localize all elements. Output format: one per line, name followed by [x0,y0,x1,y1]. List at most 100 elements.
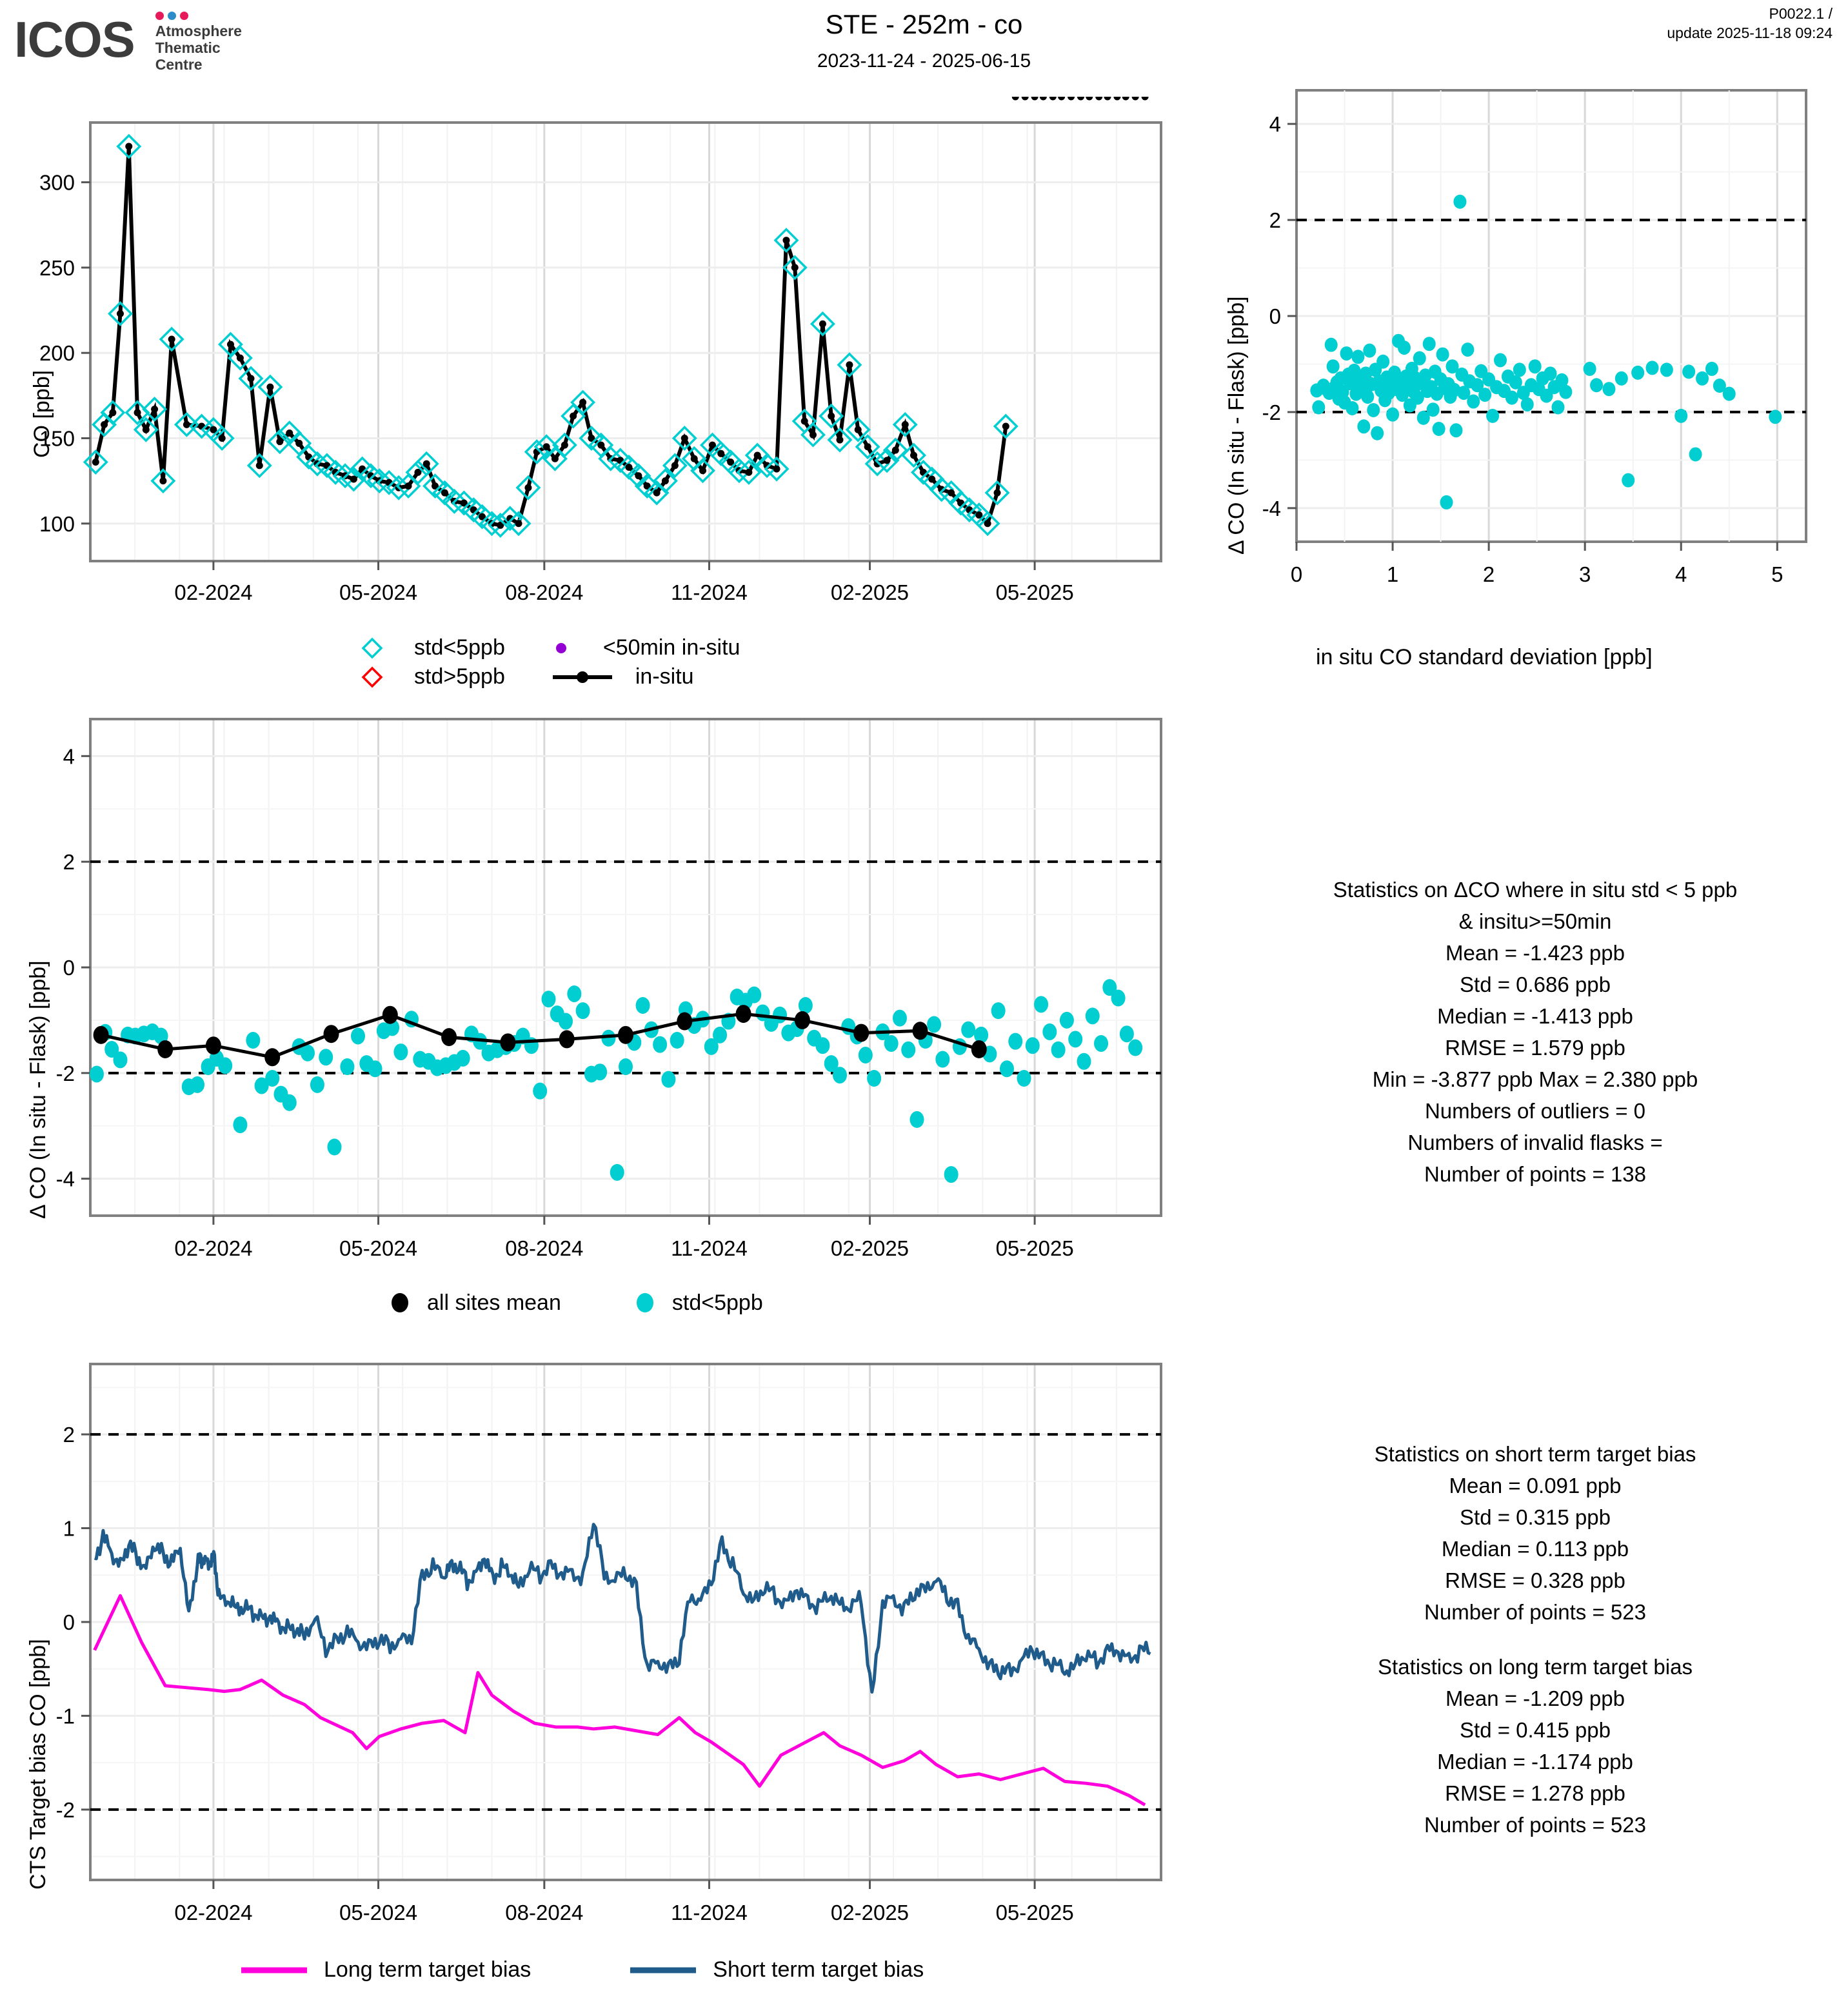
document-metadata: P0022.1 / update 2025-11-18 09:24 [1667,4,1833,43]
panel1-xtick: 05-2024 [339,580,417,604]
panel2-xtick: 0 [1291,562,1302,586]
line-dot-icon [550,666,621,688]
panel1-ytick: 150 [39,426,75,450]
panel4-ytick: 2 [63,1423,75,1447]
logo-wordmark: ICOS [14,11,135,68]
panel1-legend: std<5ppb <50min in-situ std>5ppb in-situ [361,635,740,689]
dot-icon [387,1290,413,1316]
panel3-ytick: 0 [63,956,75,980]
panel1-ytick: 250 [39,256,75,280]
panel2-frame [1295,89,1807,543]
panel3-xtick: 05-2024 [339,1236,417,1260]
stat-line: RMSE = 1.278 ppb [1445,1781,1625,1805]
panel2-points [1310,194,1782,509]
panel3-xtick: 02-2025 [831,1236,909,1260]
stat-line: Statistics on long term target bias [1378,1655,1693,1679]
panel4-legend: Long term target bias Short term target b… [239,1957,924,1982]
panel4-xtick: 02-2025 [831,1901,909,1924]
legend-label: Long term target bias [324,1957,532,1982]
legend-item: Long term target bias [239,1957,531,1982]
stat-line: Statistics on ΔCO where in situ std < 5 … [1333,878,1738,902]
stat-line: Numbers of invalid flasks = [1407,1131,1663,1154]
logo-dots [155,12,242,20]
panel2-y-axis-label: Δ CO (In situ - Flask) [ppb] [1224,296,1249,555]
icos-logo: ICOS Atmosphere Thematic Centre [14,9,242,77]
stat-line: Numbers of outliers = 0 [1424,1099,1646,1123]
panel1-xtick: 11-2024 [671,580,748,604]
legend-item: all sites mean [387,1290,561,1316]
panel-co-timeseries: CO [ppb] 100 150 200 250 300 02-2024 05-2024 08… [0,97,1200,632]
legend-label: std<5ppb [414,635,505,660]
stat-line: Std = 0.415 ppb [1460,1718,1611,1742]
legend-item: <50min in-situ [550,635,740,660]
page-subtitle-daterange: 2023-11-24 - 2025-06-15 [817,50,1031,72]
panel1-frame [89,121,1162,562]
panel2-xtick: 5 [1771,562,1783,586]
panel3-mean-markers [93,1005,987,1067]
panel1-y-axis-label: CO [ppb] [30,370,54,458]
page-title: STE - 252m - co [825,9,1023,39]
panel4-y-axis-label: CTS Target bias CO [ppb] [26,1639,50,1890]
legend-item: std<5ppb [361,635,505,660]
stats-delta-co: Statistics on ΔCO where in situ std < 5 … [1264,874,1806,1190]
panel3-legend: all sites mean std<5ppb [387,1290,763,1316]
panel2-xtick: 3 [1579,562,1591,586]
legend-item: std>5ppb [361,664,505,689]
panel1-xtick: 08-2024 [505,580,583,604]
panel-cts-target-bias: CTS Target bias CO [ppb] -2 -1 0 1 2 02-2024 0… [0,1348,1200,1948]
panel4-ytick: -1 [56,1704,75,1728]
stats-long-term-bias: Statistics on long term target bias Mean … [1264,1651,1806,1841]
stat-line: & insitu>=50min [1458,909,1612,933]
dot-icon [632,1290,658,1316]
panel1-ytick: 100 [39,512,75,536]
line-icon [239,1964,310,1977]
panel3-xtick: 05-2025 [996,1236,1074,1260]
dot-icon [550,637,589,659]
panel4-xtick: 11-2024 [671,1901,748,1924]
panel1-xtick: 05-2025 [996,580,1074,604]
legend-label: std>5ppb [414,664,505,689]
panel4-series-1 [94,1523,1151,1694]
stat-line: Median = 0.113 ppb [1441,1537,1629,1561]
panel-delta-timeseries: Δ CO (In situ - Flask) [ppb] -4 -2 0 2 4 02-2… [0,703,1200,1283]
legend-label: in-situ [635,664,694,689]
legend-item: Short term target bias [628,1957,924,1982]
legend-item: in-situ [550,664,740,689]
legend-label: std<5ppb [671,1290,763,1315]
stat-line: Mean = -1.423 ppb [1446,941,1625,965]
panel4-xtick: 08-2024 [505,1901,583,1924]
diamond-icon [361,637,400,659]
legend-label: <50min in-situ [602,635,740,660]
panel1-plot-area: 100 150 200 250 300 02-2024 05-2024 08-2024 11-2… [39,97,1162,604]
panel3-plot-area: -4 -2 0 2 4 02-2024 05-2024 08-2024 11-2024 02-20… [56,718,1162,1260]
panel2-plot-area: -4 -2 0 2 4 0 1 2 3 4 5 [1262,89,1807,586]
panel3-xtick: 11-2024 [671,1236,748,1260]
panel1-markers [83,97,1149,538]
update-timestamp: update 2025-11-18 09:24 [1667,25,1833,41]
stats-short-term-bias: Statistics on short term target bias Mean… [1264,1438,1806,1628]
panel3-points [89,979,1143,1183]
panel2-xtick: 4 [1675,562,1687,586]
logo-subtitle-line-3: Centre [155,56,203,73]
logo-subtitle-line-2: Thematic [155,39,221,56]
panel4-ytick: 0 [63,1610,75,1634]
panel2-ytick: -2 [1262,400,1281,424]
stat-line: Mean = -1.209 ppb [1446,1686,1625,1710]
legend-item: std<5ppb [632,1290,763,1316]
panel2-x-axis-label: in situ CO standard deviation [ppb] [1316,645,1653,669]
stat-line: Min = -3.877 ppb Max = 2.380 ppb [1372,1067,1698,1091]
panel1-ytick: 300 [39,171,75,195]
panel2-xtick: 2 [1483,562,1495,586]
panel4-series-0 [93,1594,1146,1806]
stat-line: Median = -1.174 ppb [1437,1750,1633,1774]
diamond-icon [361,666,400,688]
stat-line: Median = -1.413 ppb [1437,1004,1633,1028]
panel4-plot-area: -2 -1 0 1 2 02-2024 05-2024 08-2024 11-2024 02-20… [56,1363,1162,1924]
panel3-ytick: 2 [63,850,75,874]
logo-dot-3 [179,12,188,20]
panel3-frame [89,718,1162,1217]
legend-label: Short term target bias [713,1957,924,1982]
panel2-ytick: 0 [1269,304,1281,328]
stat-line: Number of points = 523 [1424,1600,1646,1624]
panel4-xtick: 05-2025 [996,1901,1074,1924]
